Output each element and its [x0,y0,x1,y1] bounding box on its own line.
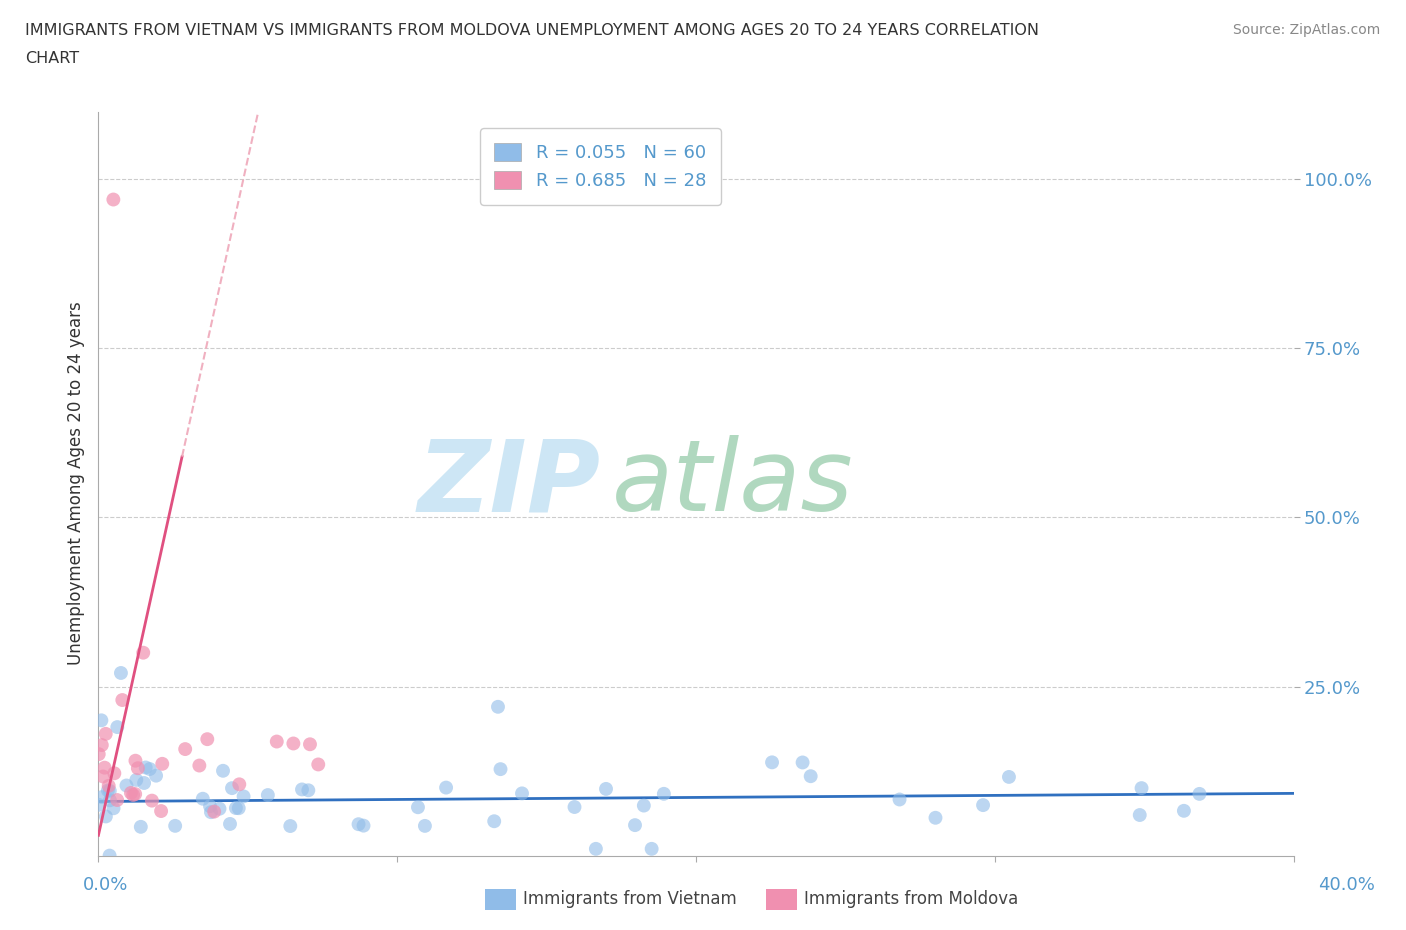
Point [124,787,146,802]
Point [406,800,429,815]
Point [139,762,162,777]
Point [585,842,607,857]
Point [219,817,242,831]
Point [297,783,319,798]
Point [353,818,375,833]
Point [87,747,110,762]
Text: IMMIGRANTS FROM VIETNAM VS IMMIGRANTS FROM MOLDOVA UNEMPLOYMENT AMONG AGES 20 TO: IMMIGRANTS FROM VIETNAM VS IMMIGRANTS FR… [25,23,1039,38]
Point [105,720,128,735]
Text: Immigrants from Vietnam: Immigrants from Vietnam [523,890,737,909]
Point [482,814,505,829]
Point [103,765,125,780]
Point [150,756,173,771]
Point [91,769,114,784]
Point [283,736,305,751]
Point [87,797,110,812]
Point [145,768,167,783]
Point [188,758,211,773]
Text: 0.0%: 0.0% [83,876,128,895]
Point [1129,807,1152,822]
Point [228,777,250,791]
Point [90,737,112,752]
Legend: R = 0.055   N = 60, R = 0.685   N = 28: R = 0.055 N = 60, R = 0.685 N = 28 [479,128,721,205]
Point [640,842,662,857]
Point [652,787,675,802]
Text: CHART: CHART [25,51,79,66]
Point [110,666,132,681]
Point [165,818,187,833]
Point [125,773,148,788]
Point [228,801,250,816]
Point [150,804,173,818]
Text: ZIP: ZIP [418,435,600,532]
Point [1188,787,1211,802]
Point [266,734,288,749]
Point [792,755,814,770]
Point [98,783,121,798]
Point [564,800,586,815]
Point [105,792,128,807]
Point [434,780,457,795]
Point [120,786,142,801]
Point [633,798,655,813]
Point [94,726,117,741]
Point [924,810,946,825]
Point [212,764,235,778]
Point [111,693,134,708]
Point [132,645,155,660]
Point [489,762,512,777]
Point [94,809,117,824]
Point [129,819,152,834]
Point [232,789,254,804]
Point [1173,804,1195,818]
Point [90,713,112,728]
Point [174,741,197,756]
Point [122,788,145,803]
Text: atlas: atlas [613,435,853,532]
Point [202,804,225,819]
Point [198,799,221,814]
Point [124,753,146,768]
Point [135,760,157,775]
Point [278,818,301,833]
Point [624,817,647,832]
Point [800,769,823,784]
Point [103,193,125,207]
Point [98,793,121,808]
Point [141,793,163,808]
Point [195,732,218,747]
Point [761,755,783,770]
Point [998,769,1021,784]
Point [298,737,321,751]
Point [291,782,314,797]
Text: 40.0%: 40.0% [1319,876,1375,895]
Point [208,802,231,817]
Point [257,788,280,803]
Point [307,757,329,772]
Point [510,786,533,801]
Point [97,778,120,793]
Point [103,801,125,816]
Point [115,778,138,793]
Point [127,761,149,776]
Point [413,818,436,833]
Point [98,848,121,863]
Y-axis label: Unemployment Among Ages 20 to 24 years: Unemployment Among Ages 20 to 24 years [66,301,84,666]
Point [486,699,509,714]
Point [347,817,370,831]
Point [191,791,214,806]
Text: Immigrants from Moldova: Immigrants from Moldova [804,890,1018,909]
Point [889,792,911,807]
Text: Source: ZipAtlas.com: Source: ZipAtlas.com [1233,23,1381,37]
Point [972,798,994,813]
Point [97,783,120,798]
Point [225,801,247,816]
Point [90,790,112,804]
Point [132,776,155,790]
Point [93,760,115,775]
Point [200,804,222,819]
Point [221,780,243,795]
Point [1130,780,1153,795]
Point [595,781,617,796]
